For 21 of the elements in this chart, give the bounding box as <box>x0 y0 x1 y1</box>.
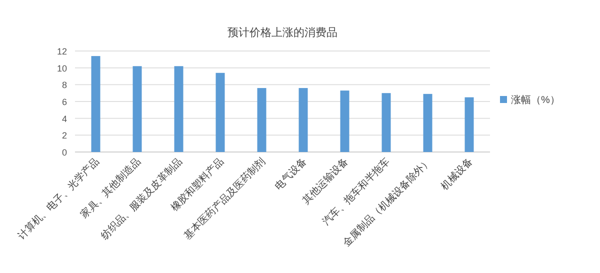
y-tick-label: 0 <box>62 148 67 158</box>
x-tick-label: 机械设备 <box>438 156 476 192</box>
bar <box>298 88 308 152</box>
y-tick-label: 8 <box>62 80 67 90</box>
chart-title: 预计价格上涨的消费品 <box>228 26 338 39</box>
bar <box>216 72 225 152</box>
y-tick-label: 10 <box>56 63 67 74</box>
legend-label: 涨幅（%） <box>511 94 560 106</box>
y-tick-label: 4 <box>62 114 67 124</box>
x-tick-label: 电气设备 <box>272 156 310 192</box>
y-tick-label: 2 <box>62 130 67 141</box>
bar <box>132 66 142 152</box>
y-tick-label: 6 <box>62 97 67 107</box>
bar <box>382 93 391 152</box>
bar <box>423 94 432 152</box>
bar <box>174 66 184 152</box>
bar <box>91 56 100 152</box>
y-tick-label: 12 <box>56 46 67 56</box>
bar <box>340 90 350 152</box>
bar <box>257 88 266 152</box>
bar <box>464 97 474 152</box>
